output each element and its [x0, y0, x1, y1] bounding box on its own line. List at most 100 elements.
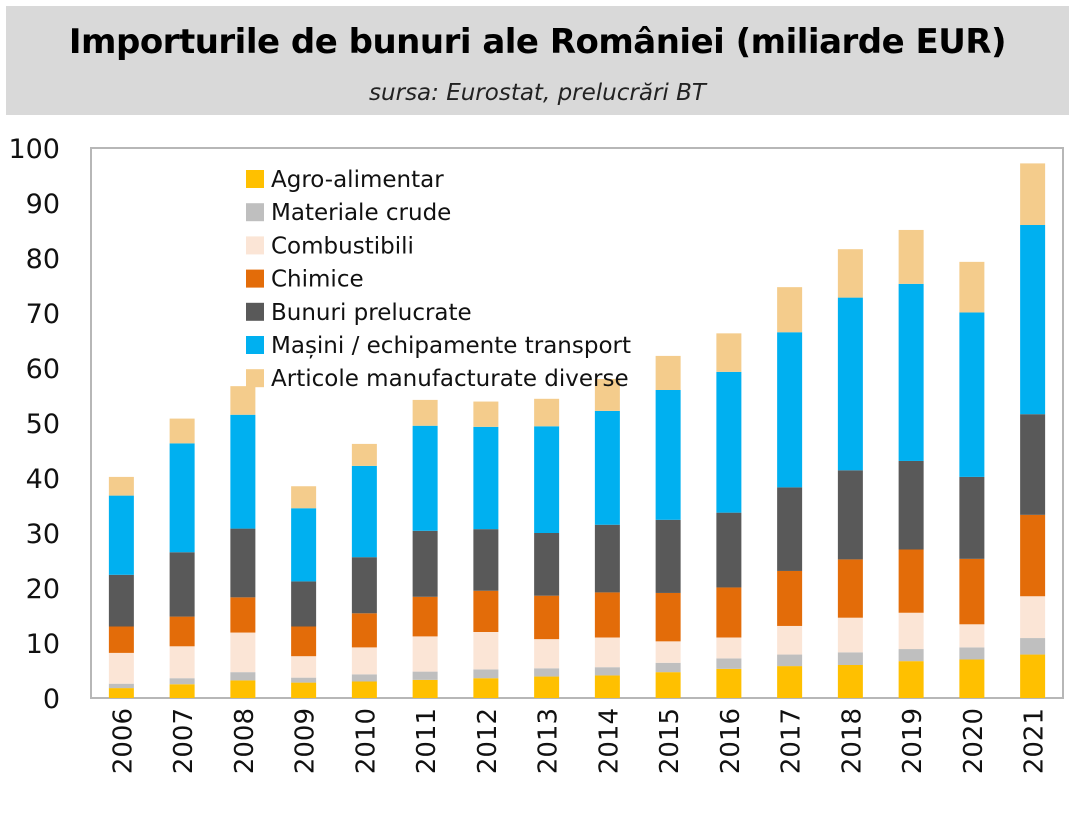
bar-segment-bunuri-prelucrate-2019: [898, 460, 924, 550]
x-tick-label: 2020: [959, 708, 989, 774]
bar-segment-combustibili-2018: [837, 617, 863, 653]
bar-segment-bunuri-prelucrate-2013: [534, 533, 560, 596]
y-tick-label: 80: [26, 244, 60, 275]
legend-label-agro-alimentar: Agro-alimentar: [271, 167, 444, 193]
bar-segment-masini-echipamente-transport-2016: [716, 371, 742, 513]
plot-area: [90, 147, 1064, 699]
x-tick-label: 2017: [777, 708, 807, 774]
bar-segment-articole-manufacturate-diverse-2014: [594, 379, 620, 411]
x-tick-label: 2011: [412, 708, 442, 774]
bar-segment-materiale-crude-2019: [898, 649, 924, 662]
bar-segment-combustibili-2007: [169, 646, 195, 679]
x-tick-label: 2018: [837, 708, 867, 774]
bar-segment-combustibili-2017: [777, 625, 803, 655]
bar-segment-agro-alimentar-2014: [594, 675, 620, 698]
bar-segment-masini-echipamente-transport-2007: [169, 443, 195, 553]
x-tick-label: 2012: [473, 708, 503, 774]
title-banner: Importurile de bunuri ale României (mili…: [6, 6, 1069, 115]
bar-segment-agro-alimentar-2008: [230, 680, 256, 698]
bar-segment-masini-echipamente-transport-2017: [777, 332, 803, 488]
bar-segment-chimice-2019: [898, 549, 924, 613]
chart-title: Importurile de bunuri ale României (mili…: [68, 22, 1007, 62]
y-tick-label: 20: [26, 574, 60, 605]
bar-segment-bunuri-prelucrate-2020: [959, 476, 985, 559]
y-tick-label: 100: [8, 134, 60, 165]
bar-segment-materiale-crude-2014: [594, 667, 620, 676]
bar-segment-combustibili-2012: [473, 632, 499, 670]
legend-label-articole-manufacturate-diverse: Articole manufacturate diverse: [271, 366, 629, 392]
y-tick-label: 30: [26, 519, 60, 550]
x-tick-label: 2019: [898, 708, 928, 774]
bar-segment-materiale-crude-2010: [351, 674, 377, 682]
bar-segment-materiale-crude-2009: [291, 677, 317, 683]
bar-segment-combustibili-2011: [412, 636, 438, 672]
bar-segment-articole-manufacturate-diverse-2015: [655, 355, 681, 390]
bar-segment-chimice-2010: [351, 613, 377, 648]
bar-segment-chimice-2006: [108, 626, 134, 653]
bar-segment-masini-echipamente-transport-2011: [412, 425, 438, 531]
bar-segment-materiale-crude-2016: [716, 658, 742, 669]
bar-segment-chimice-2014: [594, 592, 620, 638]
bar-segment-articole-manufacturate-diverse-2020: [959, 261, 985, 313]
bar-segment-masini-echipamente-transport-2013: [534, 426, 560, 533]
legend-label-masini-echipamente-transport: Mașini / echipamente transport: [271, 333, 631, 359]
bar-segment-masini-echipamente-transport-2018: [837, 297, 863, 471]
bar-segment-agro-alimentar-2015: [655, 672, 681, 698]
bar-segment-chimice-2021: [1020, 514, 1046, 597]
y-tick-label: 10: [26, 629, 60, 660]
legend-swatch-combustibili: [246, 236, 264, 255]
bar-segment-materiale-crude-2020: [959, 647, 985, 660]
legend: Agro-alimentar Materiale crude Combustibil…: [246, 167, 631, 392]
bar-segment-combustibili-2010: [351, 647, 377, 675]
bar-segment-bunuri-prelucrate-2010: [351, 557, 377, 614]
bar-segment-agro-alimentar-2006: [108, 688, 134, 698]
bar-segment-bunuri-prelucrate-2018: [837, 470, 863, 560]
legend-label-chimice: Chimice: [271, 267, 364, 293]
bar-segment-masini-echipamente-transport-2010: [351, 465, 377, 558]
bar-segment-bunuri-prelucrate-2014: [594, 524, 620, 593]
legend-swatch-articole-manufacturate-diverse: [246, 369, 264, 388]
legend-label-bunuri-prelucrate: Bunuri prelucrate: [271, 300, 472, 326]
bar-segment-combustibili-2016: [716, 637, 742, 659]
bar-segment-articole-manufacturate-diverse-2009: [291, 486, 317, 509]
bars-group: [108, 163, 1046, 698]
bar-segment-articole-manufacturate-diverse-2019: [898, 229, 924, 284]
y-tick-label: 50: [26, 409, 60, 440]
bar-segment-agro-alimentar-2010: [351, 681, 377, 698]
bar-segment-materiale-crude-2021: [1020, 638, 1046, 655]
bar-segment-articole-manufacturate-diverse-2008: [230, 386, 256, 415]
bar-segment-chimice-2012: [473, 590, 499, 632]
bar-segment-combustibili-2015: [655, 641, 681, 663]
y-axis: 0 10 20 30 40 50 60 70 80 90 100: [8, 134, 60, 715]
x-tick-label: 2013: [534, 708, 564, 774]
bar-segment-bunuri-prelucrate-2009: [291, 581, 317, 627]
x-tick-label: 2009: [291, 708, 321, 774]
bar-segment-bunuri-prelucrate-2016: [716, 512, 742, 588]
bar-segment-bunuri-prelucrate-2015: [655, 519, 681, 593]
bar-segment-articole-manufacturate-diverse-2006: [108, 476, 134, 496]
y-tick-label: 0: [43, 684, 60, 715]
legend-swatch-agro-alimentar: [246, 170, 264, 188]
bar-segment-materiale-crude-2017: [777, 654, 803, 667]
x-tick-label: 2021: [1020, 708, 1050, 774]
bar-segment-bunuri-prelucrate-2012: [473, 529, 499, 591]
bar-segment-bunuri-prelucrate-2017: [777, 487, 803, 571]
x-tick-label: 2016: [716, 708, 746, 774]
bar-segment-combustibili-2014: [594, 637, 620, 668]
bar-segment-chimice-2011: [412, 596, 438, 637]
legend-swatch-chimice: [246, 269, 264, 288]
bar-segment-bunuri-prelucrate-2006: [108, 574, 134, 627]
bar-segment-materiale-crude-2018: [837, 652, 863, 665]
bar-segment-agro-alimentar-2009: [291, 682, 317, 698]
bar-segment-agro-alimentar-2018: [837, 665, 863, 698]
bar-segment-articole-manufacturate-diverse-2021: [1020, 163, 1046, 225]
legend-label-combustibili: Combustibili: [271, 233, 414, 259]
x-tick-label: 2006: [108, 708, 138, 774]
bar-segment-articole-manufacturate-diverse-2012: [473, 401, 499, 427]
bar-segment-agro-alimentar-2016: [716, 668, 742, 698]
bar-segment-bunuri-prelucrate-2021: [1020, 414, 1046, 515]
bar-segment-masini-echipamente-transport-2012: [473, 426, 499, 530]
y-tick-label: 70: [26, 299, 60, 330]
bar-segment-articole-manufacturate-diverse-2007: [169, 418, 195, 444]
